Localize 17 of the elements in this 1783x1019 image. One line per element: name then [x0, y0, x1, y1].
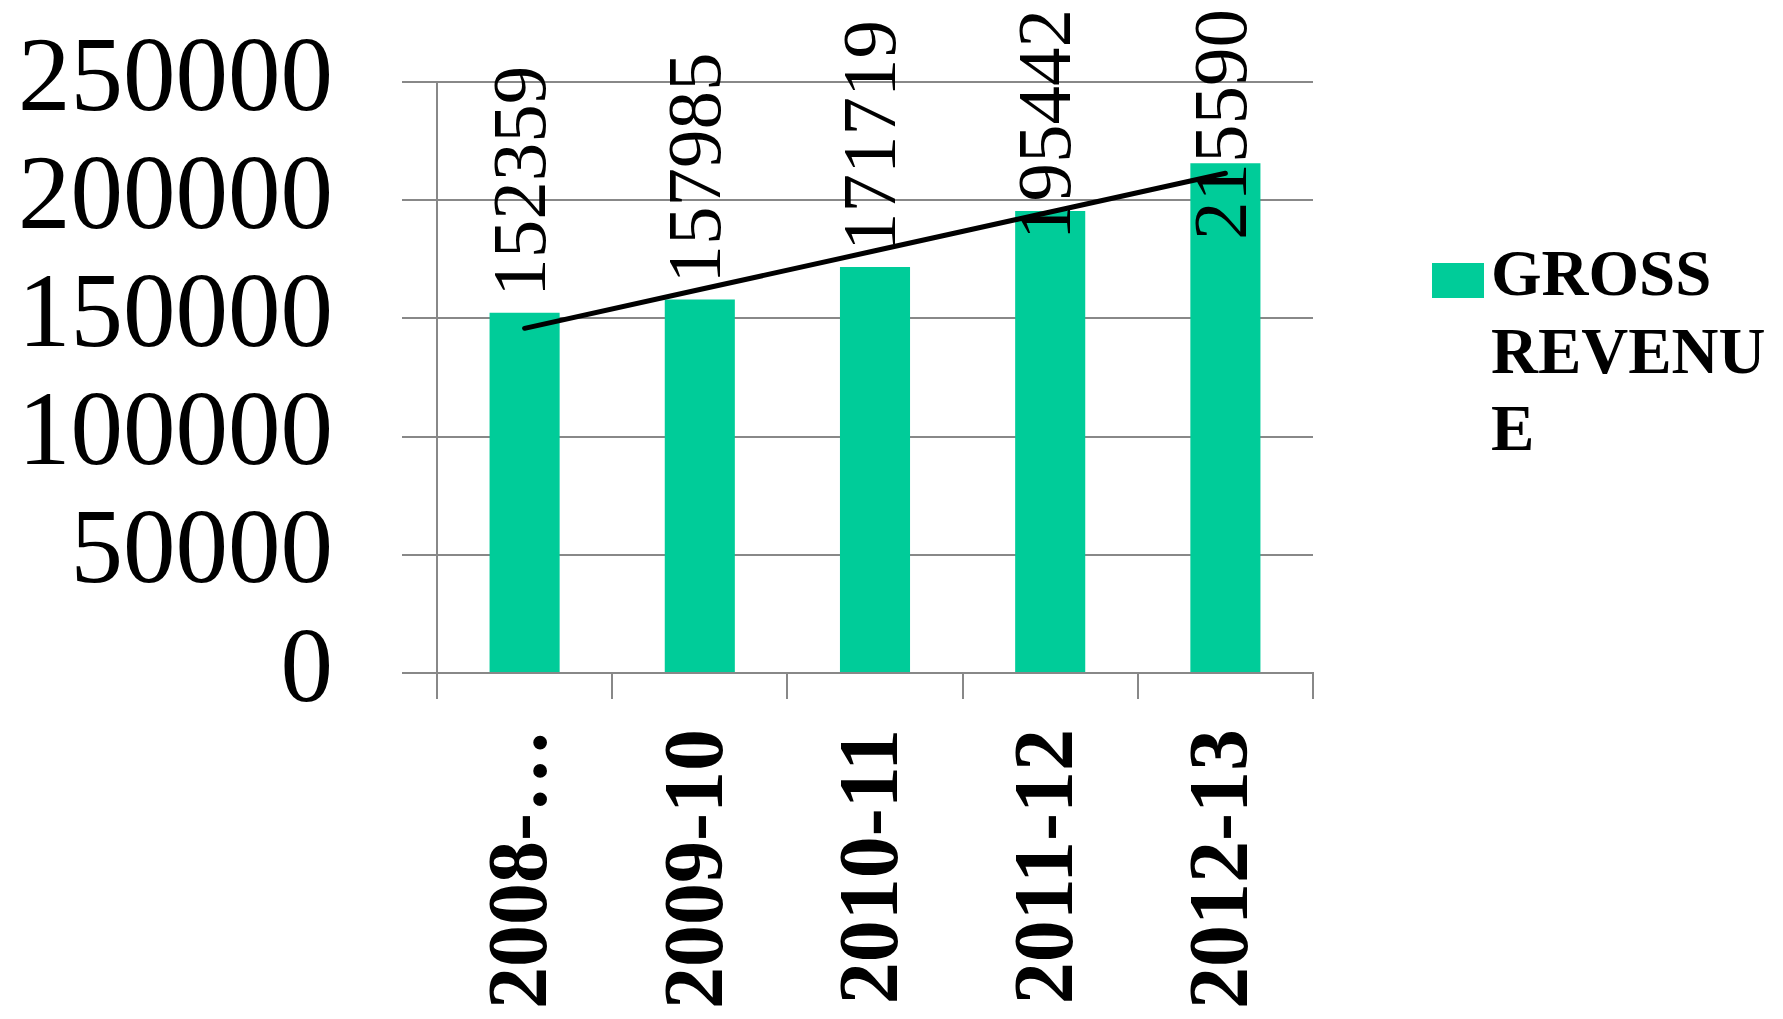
x-tick-label: 2010-11 [821, 729, 915, 1005]
data-label: 152359 [475, 65, 562, 297]
x-tick-label: 2011-12 [996, 729, 1090, 1005]
y-tick-label: 250000 [18, 15, 333, 133]
legend-label: GROSS REVENUE [1491, 236, 1767, 466]
y-tick-label: 50000 [70, 488, 333, 606]
y-tick-label: 100000 [18, 370, 333, 488]
y-tick-label: 150000 [18, 251, 333, 369]
y-tick-label: 0 [280, 606, 333, 724]
x-tick-label: 2008-… [471, 729, 565, 1009]
data-label: 171719 [826, 20, 913, 252]
y-tick-label: 200000 [18, 133, 333, 251]
x-tick-label: 2012-13 [1172, 729, 1266, 1009]
data-label: 157985 [651, 52, 738, 284]
data-label: 215590 [1176, 9, 1263, 240]
data-label: 195442 [1001, 9, 1088, 240]
x-tick-label: 2009-10 [646, 729, 740, 1009]
